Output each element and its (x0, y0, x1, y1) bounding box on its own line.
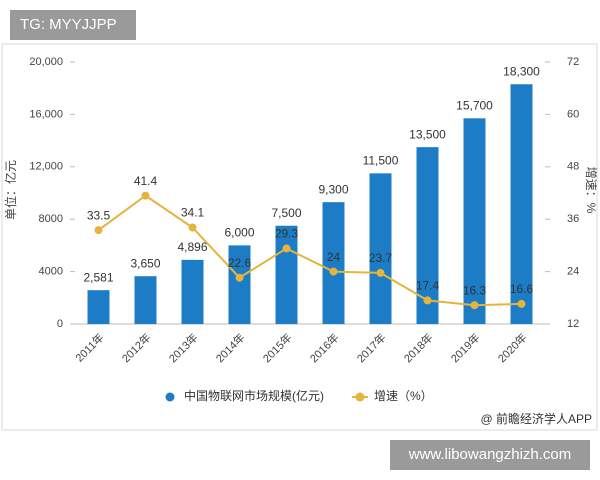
bar-value-label: 18,300 (503, 64, 540, 78)
bar-value-label: 6,000 (224, 226, 254, 240)
y-tick-label: 8000 (39, 213, 63, 225)
y2-tick-label: 72 (567, 56, 579, 68)
line-point (235, 273, 244, 282)
line-value-label: 17.4 (416, 279, 440, 293)
y2-axis-label: 增速：% (584, 167, 598, 214)
bar (181, 259, 204, 324)
overlay-box (10, 10, 136, 40)
y-axis-label: 单位：亿元 (3, 160, 18, 220)
bar (134, 276, 157, 324)
bar (228, 245, 251, 324)
bar-value-label: 2,581 (83, 270, 113, 284)
legend-marker (355, 392, 365, 402)
line-point (141, 191, 150, 200)
line-value-label: 22.6 (228, 256, 252, 270)
line-point (470, 301, 479, 310)
chart-frame (1, 43, 598, 431)
line-point (517, 299, 526, 308)
line-value-label: 41.4 (134, 174, 158, 188)
y2-tick-label: 36 (567, 213, 579, 225)
overlay-box (390, 440, 590, 470)
line-value-label: 33.5 (87, 208, 111, 222)
line-value-label: 24 (327, 250, 341, 264)
legend-marker (165, 392, 175, 402)
bar-value-label: 13,500 (409, 127, 446, 141)
y2-tick-label: 60 (567, 108, 579, 120)
y2-tick-label: 48 (567, 161, 579, 173)
bar (87, 290, 110, 324)
line-value-label: 34.1 (181, 206, 205, 220)
y-tick-label: 20,000 (29, 56, 63, 68)
bar-value-label: 9,300 (318, 182, 348, 196)
bar-value-label: 15,700 (456, 99, 493, 113)
bar (416, 147, 439, 324)
line-value-label: 16.6 (510, 282, 534, 296)
y-tick-label: 16,000 (29, 108, 63, 120)
legend-label: 增速（%） (374, 389, 433, 403)
bar-value-label: 3,650 (130, 256, 160, 270)
line (97, 194, 522, 307)
bar (510, 84, 533, 325)
bar (463, 118, 486, 324)
line-point (188, 223, 197, 232)
line-point (376, 268, 385, 277)
y-tick-label: 0 (57, 318, 63, 330)
y2-tick-label: 12 (567, 318, 579, 330)
bar-value-label: 11,500 (363, 154, 399, 168)
overlay-text: www.libowangzhizh.com (408, 446, 572, 463)
bar (369, 173, 392, 324)
legend-label: 中国物联网市场规模(亿元) (184, 388, 324, 403)
y-tick-label: 4000 (39, 266, 63, 278)
line-value-label: 16.3 (463, 283, 487, 297)
source: @ 前瞻经济学人APP (480, 411, 592, 426)
y-tick-label: 12,000 (29, 161, 63, 173)
line-value-label: 29.3 (275, 227, 299, 241)
overlay-text: TG: MYYJJPP (20, 16, 117, 33)
line-point (94, 226, 103, 235)
line-point (423, 296, 432, 305)
line-point (282, 244, 291, 253)
bar-value-label: 7,500 (271, 206, 301, 220)
bar-value-label: 4,896 (177, 240, 207, 254)
y2-tick-label: 24 (567, 266, 579, 278)
bar (322, 202, 345, 324)
line-value-label: 23.7 (369, 251, 393, 265)
line-point (329, 267, 338, 276)
